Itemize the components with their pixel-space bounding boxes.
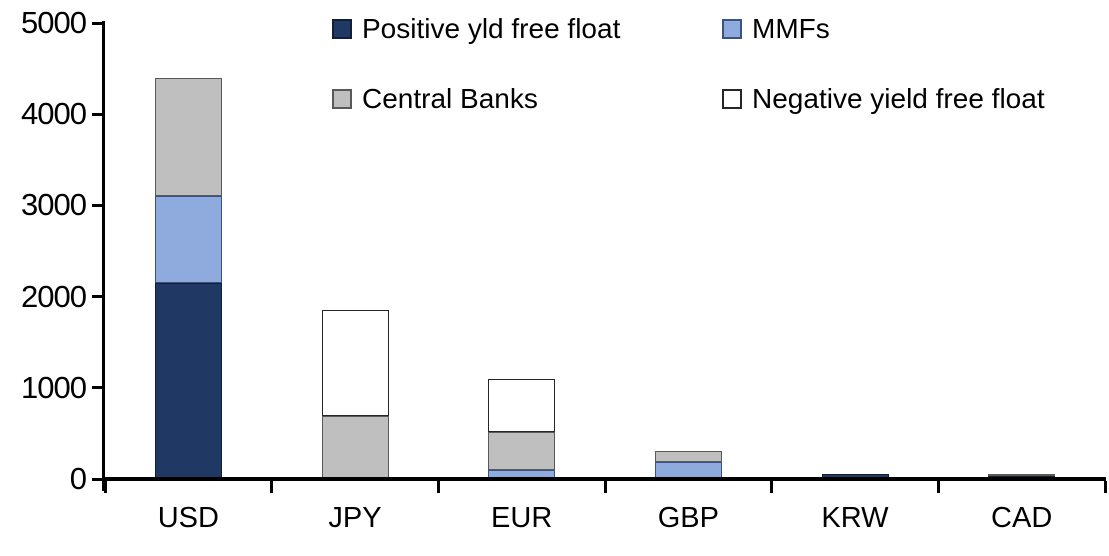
legend-item: MMFs bbox=[722, 13, 830, 44]
bar-segment-usd-series0 bbox=[154, 282, 222, 479]
legend-swatch-icon bbox=[332, 89, 352, 109]
y-axis-tick bbox=[92, 386, 105, 390]
y-axis-tick bbox=[92, 477, 105, 481]
x-axis-category-label: GBP bbox=[657, 502, 719, 534]
x-axis-tick bbox=[936, 481, 940, 493]
y-axis-tick-label: 4000 bbox=[21, 96, 87, 132]
y-axis-tick bbox=[92, 295, 105, 299]
legend-swatch-icon bbox=[332, 19, 352, 39]
x-axis-category-label: KRW bbox=[821, 502, 889, 534]
y-axis-tick bbox=[92, 112, 105, 116]
bar-segment-gbp-series2 bbox=[654, 450, 722, 462]
legend-label: Central Banks bbox=[362, 83, 538, 114]
y-axis-tick-label: 2000 bbox=[21, 278, 87, 314]
x-axis-tick bbox=[770, 481, 774, 493]
x-axis-line bbox=[102, 477, 1106, 481]
y-axis-tick bbox=[92, 21, 105, 25]
y-axis-tick bbox=[92, 203, 105, 207]
bar-segment-jpy-series3 bbox=[321, 310, 389, 417]
bar-segment-usd-series2 bbox=[154, 77, 222, 197]
x-axis-tick bbox=[270, 481, 274, 493]
y-axis-tick-label: 3000 bbox=[21, 187, 87, 223]
legend-swatch-icon bbox=[722, 19, 742, 39]
x-axis-category-label: EUR bbox=[491, 502, 553, 534]
x-axis-tick bbox=[1103, 481, 1107, 493]
x-axis-tick bbox=[103, 481, 107, 493]
y-axis-tick-label: 1000 bbox=[21, 369, 87, 405]
bar-segment-cad-series2 bbox=[988, 473, 1056, 476]
y-axis-tick-label: 0 bbox=[69, 461, 87, 496]
x-axis-category-label: JPY bbox=[328, 502, 382, 534]
legend-label: MMFs bbox=[752, 13, 830, 44]
legend-item: Central Banks bbox=[332, 83, 538, 114]
y-axis-tick-label: 5000 bbox=[21, 5, 87, 40]
x-axis-category-label: USD bbox=[157, 502, 219, 534]
legend-label: Negative yield free float bbox=[752, 83, 1045, 114]
x-axis-tick bbox=[603, 481, 607, 493]
x-axis-tick bbox=[436, 481, 440, 493]
bar-segment-jpy-series2 bbox=[321, 416, 389, 479]
bar-segment-usd-series1 bbox=[154, 196, 222, 283]
legend-item: Positive yld free float bbox=[332, 13, 621, 44]
bar-segment-eur-series2 bbox=[488, 431, 556, 470]
y-axis-line bbox=[102, 21, 105, 491]
legend-swatch-icon bbox=[722, 89, 742, 109]
legend-item: Negative yield free float bbox=[722, 83, 1045, 114]
legend-label: Positive yld free float bbox=[362, 13, 621, 44]
bar-segment-eur-series3 bbox=[488, 378, 556, 432]
x-axis-category-label: CAD bbox=[991, 502, 1053, 534]
